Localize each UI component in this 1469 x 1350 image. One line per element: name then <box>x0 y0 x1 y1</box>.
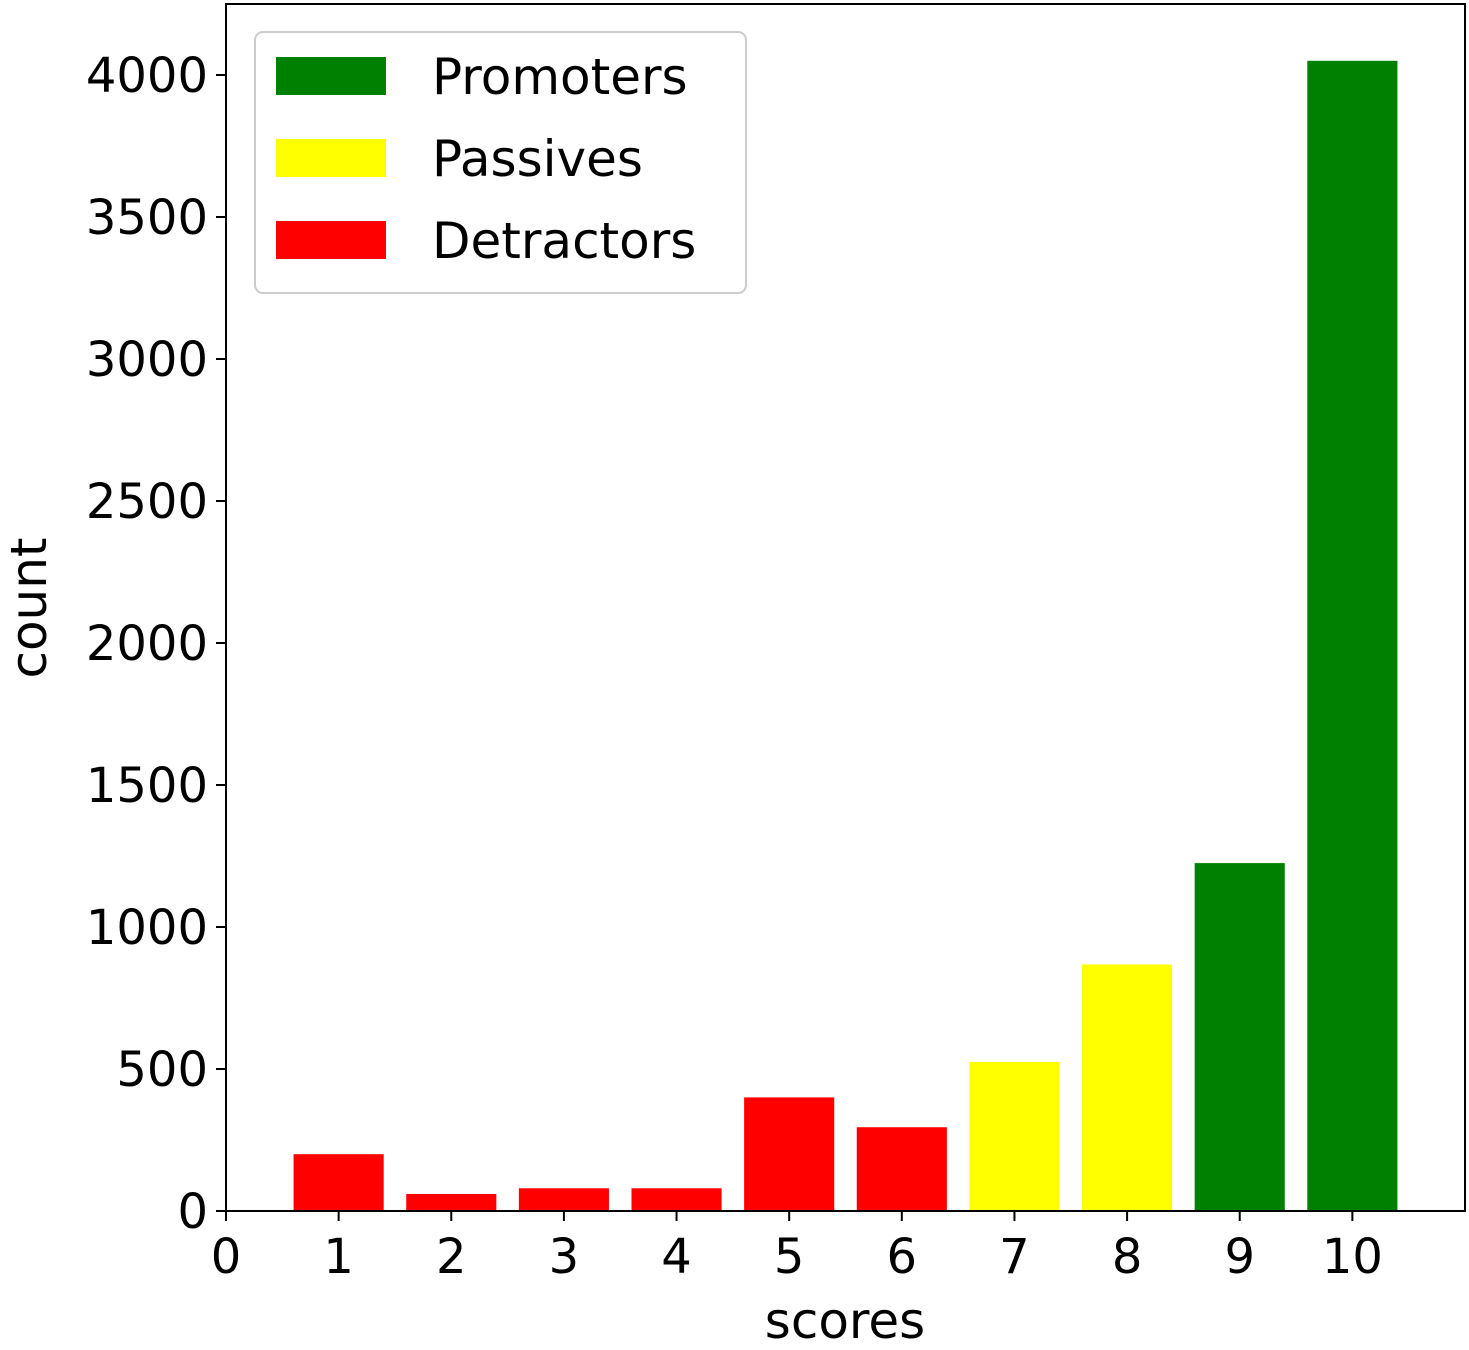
x-tick-label: 5 <box>774 1229 805 1285</box>
x-tick-label: 3 <box>549 1229 580 1285</box>
bar-score-4 <box>631 1188 722 1211</box>
legend-label-detractors: Detractors <box>432 212 696 270</box>
bar-score-6 <box>856 1127 947 1211</box>
legend-swatch-promoters <box>276 57 386 95</box>
legend-label-passives: Passives <box>432 130 643 188</box>
bar-score-7 <box>969 1061 1060 1211</box>
x-tick-label: 7 <box>999 1229 1030 1285</box>
y-tick-label: 1500 <box>86 758 208 814</box>
x-tick-label: 0 <box>211 1229 242 1285</box>
bars-layer <box>293 60 1398 1211</box>
y-tick-label: 500 <box>116 1042 208 1098</box>
x-tick-label: 8 <box>1112 1229 1143 1285</box>
y-tick-label: 0 <box>177 1184 208 1240</box>
legend-swatch-detractors <box>276 221 386 259</box>
legend-items: Promoters Passives Detractors <box>276 48 696 270</box>
y-tick-label: 1000 <box>86 900 208 956</box>
y-tick-label: 2000 <box>86 616 208 672</box>
legend-swatch-passives <box>276 139 386 177</box>
bar-score-5 <box>744 1097 835 1211</box>
legend: Promoters Passives Detractors <box>254 31 747 294</box>
x-tick-label: 6 <box>887 1229 918 1285</box>
bar-score-10 <box>1307 60 1398 1211</box>
x-tick-label: 9 <box>1224 1229 1255 1285</box>
x-axis-label: scores <box>765 1292 925 1350</box>
y-axis-ticks: 0 500 1000 1500 2000 2500 3000 3500 4000 <box>86 48 226 1240</box>
y-axis-label: count <box>0 537 58 678</box>
x-tick-label: 4 <box>661 1229 692 1285</box>
legend-label-promoters: Promoters <box>432 48 688 106</box>
bar-score-9 <box>1194 863 1285 1211</box>
x-tick-label: 2 <box>436 1229 467 1285</box>
x-tick-label: 10 <box>1322 1229 1383 1285</box>
y-tick-label: 3500 <box>86 190 208 246</box>
x-tick-label: 1 <box>323 1229 354 1285</box>
bar-score-8 <box>1082 964 1173 1211</box>
y-tick-label: 3000 <box>86 332 208 388</box>
bar-score-3 <box>518 1188 609 1211</box>
x-axis-ticks: 0 1 2 3 4 5 6 7 8 9 10 <box>211 1211 1383 1285</box>
y-tick-label: 4000 <box>86 48 208 104</box>
plot-frame <box>225 3 1466 1212</box>
y-tick-label: 2500 <box>86 474 208 530</box>
bar-score-1 <box>293 1154 384 1211</box>
bar-score-2 <box>406 1193 497 1211</box>
